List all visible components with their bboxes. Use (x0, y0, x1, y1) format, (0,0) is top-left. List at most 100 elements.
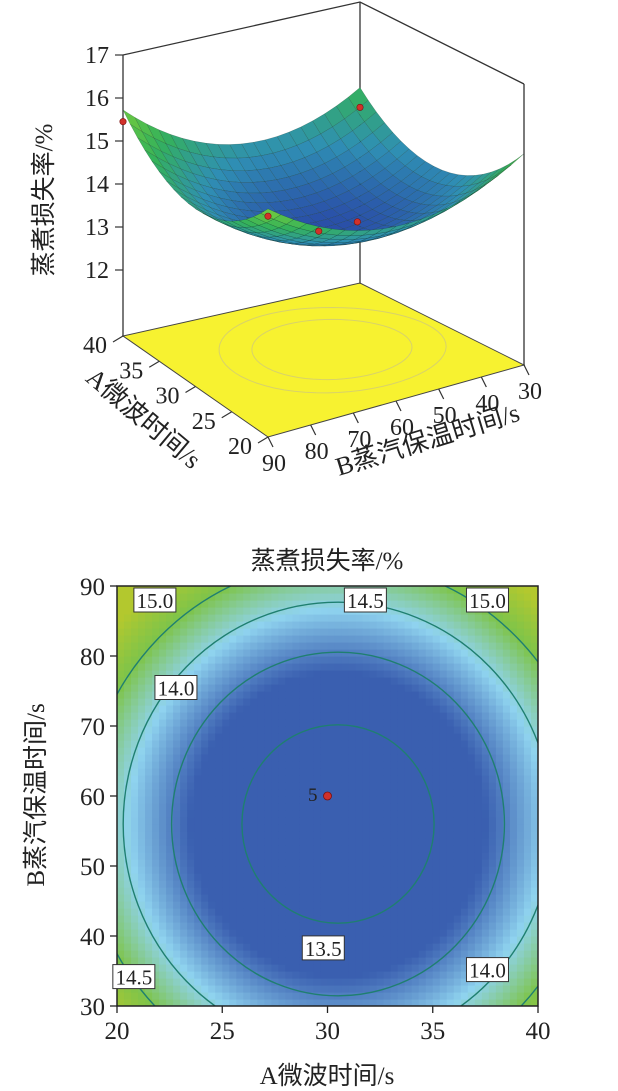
heatmap-cell (418, 999, 427, 1006)
heatmap-cell (117, 880, 125, 888)
heatmap-cell (495, 775, 504, 783)
heatmap-cell (229, 789, 237, 797)
heatmap-cell (313, 607, 322, 615)
heatmap-cell (453, 887, 462, 895)
heatmap-cell (390, 957, 399, 965)
heatmap-cell (383, 719, 392, 727)
heatmap-cell (397, 957, 406, 965)
heatmap-cell (439, 789, 448, 797)
heatmap-cell (145, 817, 153, 825)
heatmap-cell (530, 761, 538, 769)
heatmap-cell (257, 824, 265, 832)
heatmap-cell (159, 747, 167, 755)
heatmap-cell (432, 747, 441, 755)
heatmap-cell (516, 887, 525, 895)
heatmap-cell (495, 992, 504, 1000)
heatmap-cell (446, 600, 455, 608)
heatmap-cell (341, 754, 350, 762)
heatmap-cell (250, 761, 258, 769)
heatmap-cell (453, 824, 462, 832)
heatmap-cell (404, 719, 413, 727)
heatmap-cell (474, 782, 483, 790)
heatmap-cell (530, 747, 538, 755)
heatmap-cell (229, 810, 237, 818)
contour-label: 13.5 (305, 937, 342, 961)
heatmap-cell (306, 691, 315, 699)
heatmap-cell (425, 838, 434, 846)
heatmap-cell (376, 803, 385, 811)
heatmap-cell (516, 684, 525, 692)
heatmap-cell (257, 586, 265, 594)
heatmap-cell (306, 586, 315, 594)
heatmap-cell (446, 754, 455, 762)
heatmap-cell (117, 712, 125, 720)
heatmap-cell (264, 908, 272, 916)
heatmap-cell (313, 817, 322, 825)
heatmap-cell (236, 635, 244, 643)
heatmap-cell (390, 803, 399, 811)
heatmap-cell (180, 600, 188, 608)
heatmap-cell (432, 985, 441, 993)
heatmap-cell (131, 719, 139, 727)
heatmap-cell (460, 586, 469, 594)
heatmap-cell (201, 922, 209, 930)
heatmap-cell (369, 789, 378, 797)
heatmap-cell (474, 656, 483, 664)
heatmap-cell (243, 950, 251, 958)
heatmap-cell (362, 712, 371, 720)
heatmap-cell (131, 635, 139, 643)
heatmap-cell (187, 656, 195, 664)
heatmap-cell (194, 754, 202, 762)
heatmap-cell (222, 600, 230, 608)
heatmap-cell (320, 719, 329, 727)
heatmap-cell (271, 943, 279, 951)
heatmap-cell (397, 670, 406, 678)
heatmap-cell (313, 628, 322, 636)
heatmap-cell (460, 971, 469, 979)
heatmap-cell (411, 999, 420, 1006)
heatmap-cell (271, 754, 279, 762)
heatmap-cell (250, 943, 258, 951)
heatmap-cell (215, 740, 223, 748)
heatmap-cell (383, 999, 392, 1006)
heatmap-cell (348, 768, 357, 776)
heatmap-cell (376, 978, 385, 986)
heatmap-cell (460, 929, 469, 937)
heatmap-cell (509, 761, 518, 769)
heatmap-cell (502, 929, 511, 937)
heatmap-cell (145, 873, 153, 881)
b-tick-mark (267, 436, 274, 448)
heatmap-cell (250, 950, 258, 958)
heatmap-cell (495, 677, 504, 685)
heatmap-cell (285, 999, 294, 1006)
heatmap-cell (467, 880, 476, 888)
heatmap-cell (474, 698, 483, 706)
heatmap-cell (439, 817, 448, 825)
heatmap-cell (166, 957, 174, 965)
heatmap-cell (117, 936, 125, 944)
heatmap-cell (215, 656, 223, 664)
heatmap-cell (257, 810, 265, 818)
heatmap-cell (236, 922, 244, 930)
heatmap-cell (355, 726, 364, 734)
heatmap-cell (299, 887, 308, 895)
heatmap-cell (138, 957, 146, 965)
heatmap-cell (222, 908, 230, 916)
heatmap-cell (348, 810, 357, 818)
heatmap-cell (355, 677, 364, 685)
heatmap-cell (313, 698, 322, 706)
heatmap-cell (397, 649, 406, 657)
heatmap-cell (509, 719, 518, 727)
heatmap-cell (446, 992, 455, 1000)
heatmap-cell (271, 635, 279, 643)
heatmap-cell (299, 593, 308, 601)
heatmap-cell (439, 978, 448, 986)
heatmap-cell (208, 957, 216, 965)
heatmap-cell (124, 642, 132, 650)
heatmap-cell (530, 614, 538, 622)
heatmap-cell (348, 712, 357, 720)
heatmap-cell (194, 964, 202, 972)
heatmap-cell (180, 733, 188, 741)
heatmap-cell (194, 957, 202, 965)
heatmap-cell (243, 600, 251, 608)
